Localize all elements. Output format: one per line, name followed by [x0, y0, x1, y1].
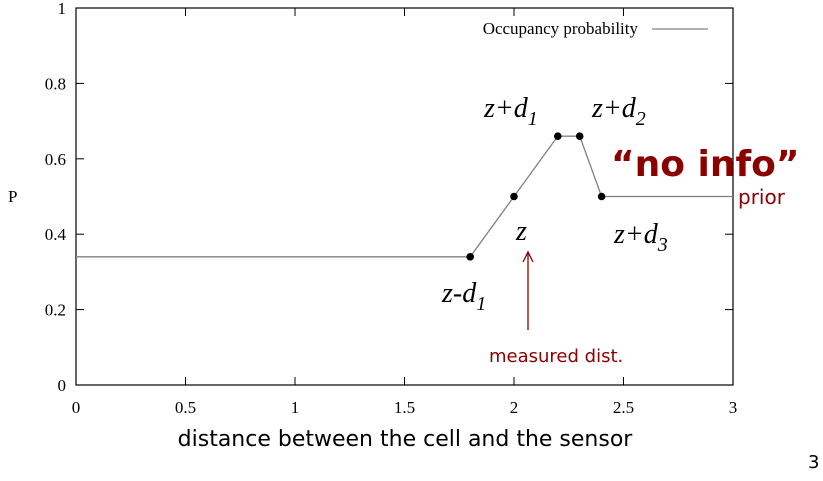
data-point — [510, 192, 518, 201]
y-tick-label: 0.8 — [45, 74, 66, 93]
label-z-plus-d2: z+d2 — [591, 93, 646, 130]
y-axis-label: P — [8, 187, 17, 206]
no-info-annotation: “no info” — [611, 144, 800, 185]
y-tick-label: 0.2 — [45, 301, 66, 320]
x-tick-label: 3 — [729, 398, 738, 417]
x-tick-label: 1 — [291, 398, 300, 417]
measured-distance-annotation: measured dist. — [489, 346, 623, 367]
label-z: z — [515, 216, 527, 247]
data-point — [466, 253, 475, 261]
y-tick-label: 0 — [58, 376, 67, 395]
points-layer — [466, 132, 606, 261]
label-z-minus-d1: z-d1 — [441, 278, 486, 315]
data-point — [597, 192, 606, 201]
x-tick-label: 0.5 — [175, 398, 196, 417]
data-point — [575, 132, 584, 140]
slide-number: 3 — [808, 452, 820, 473]
label-z-plus-d1: z+d1 — [483, 93, 538, 130]
prior-annotation: prior — [738, 185, 786, 209]
x-tick-label: 0 — [72, 398, 81, 417]
x-tick-label: 2.5 — [613, 398, 634, 417]
x-axis-label: distance between the cell and the sensor — [178, 427, 634, 452]
y-tick-label: 1 — [58, 0, 67, 18]
legend-label: Occupancy probability — [483, 19, 639, 38]
y-tick-label: 0.4 — [45, 225, 67, 244]
label-z-plus-d3: z+d3 — [613, 219, 668, 256]
x-tick-label: 2 — [510, 398, 519, 417]
x-tick-label: 1.5 — [394, 398, 415, 417]
x-axis-ticks: 0 0.5 1 1.5 2 2.5 3 — [72, 8, 738, 417]
data-point — [554, 132, 562, 140]
legend: Occupancy probability — [483, 19, 708, 38]
y-tick-label: 0.6 — [45, 150, 66, 169]
y-axis-ticks: 0 0.2 0.4 0.6 0.8 1 — [45, 0, 733, 395]
measured-distance-arrow — [522, 250, 534, 330]
